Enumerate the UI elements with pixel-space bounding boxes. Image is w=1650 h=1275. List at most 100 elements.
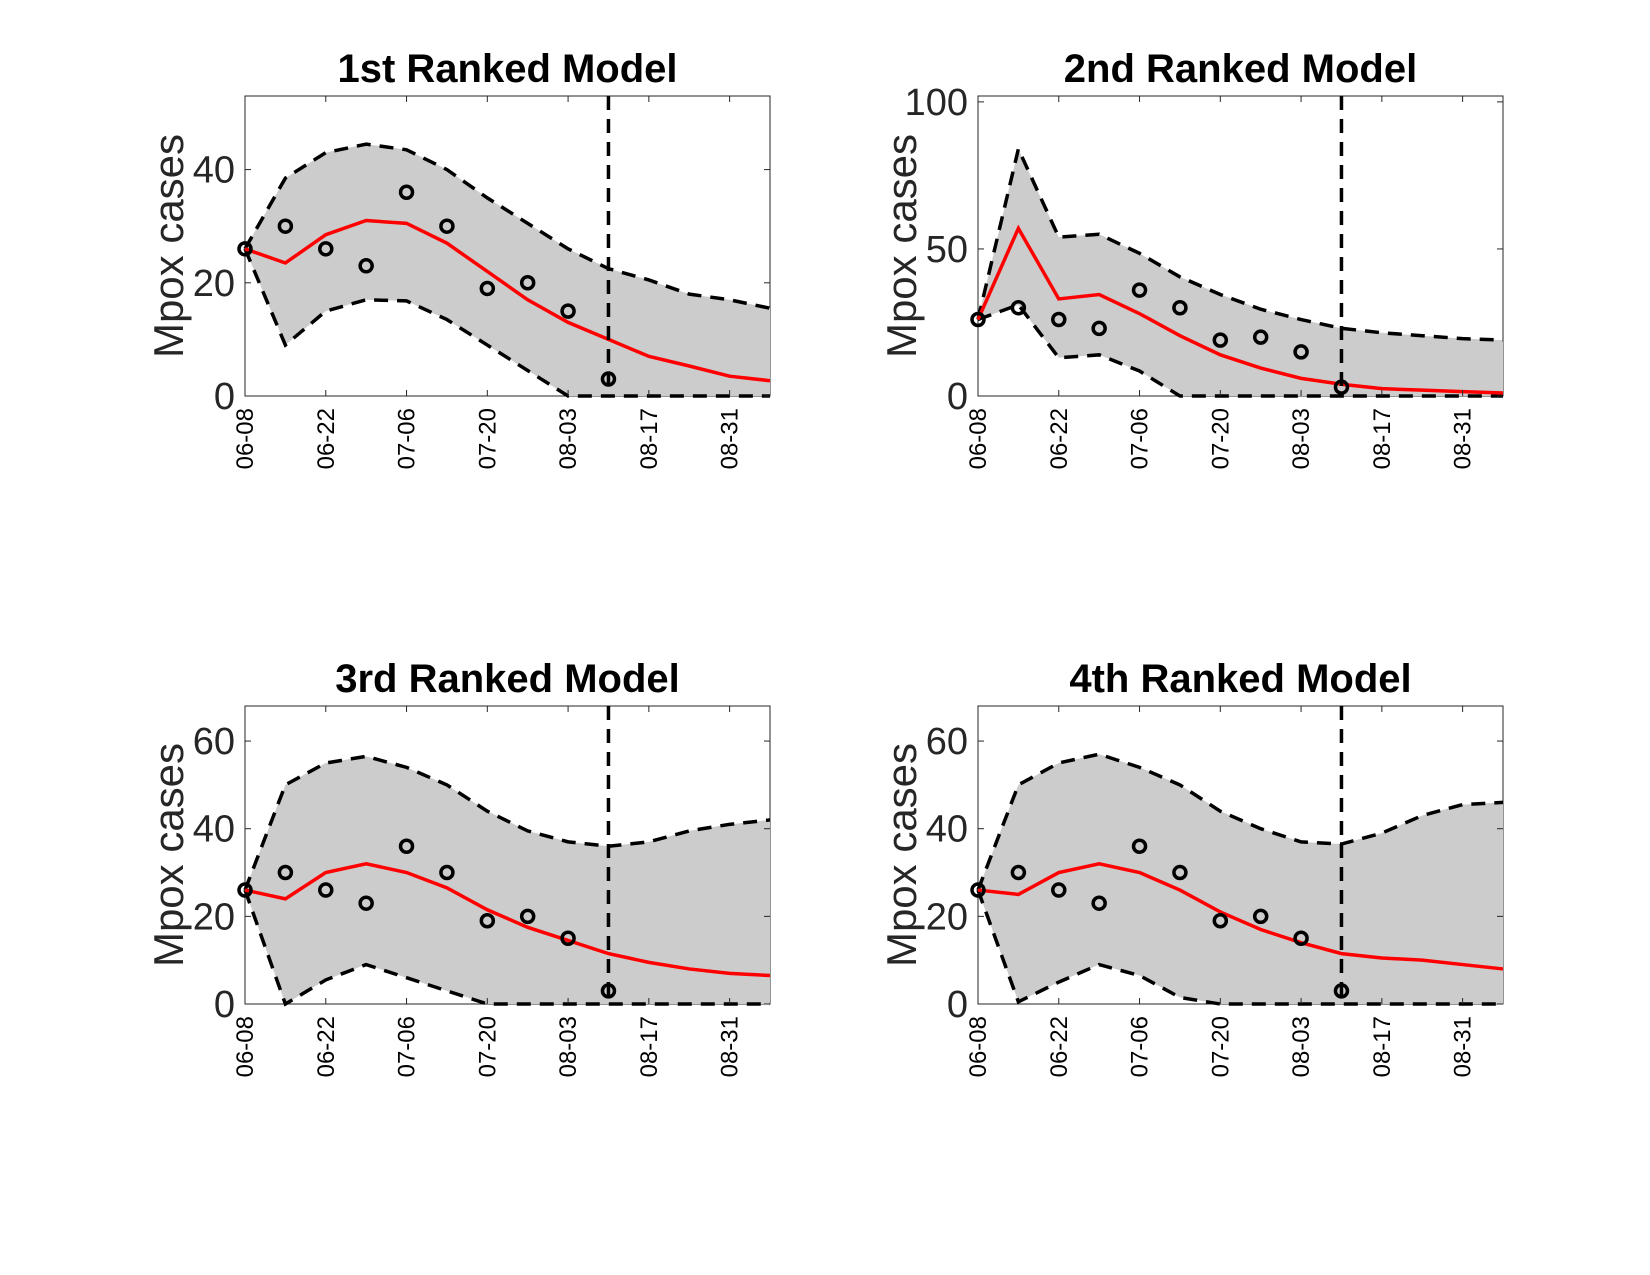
prediction-interval-band bbox=[245, 144, 770, 396]
x-tick-label: 08-03 bbox=[555, 1016, 582, 1077]
lower-bound-line bbox=[976, 889, 1503, 1006]
observed-point bbox=[1293, 344, 1309, 360]
observed-point bbox=[318, 241, 334, 257]
x-tick-label: 08-17 bbox=[636, 1016, 663, 1077]
observed-point bbox=[1172, 864, 1188, 881]
observed-point bbox=[1051, 311, 1067, 328]
chart-panel-2: 0 50 100 06-08 06-22 07-06 07-20 08-03 08-17 08-3… bbox=[878, 47, 1504, 469]
x-tick-label: 07-06 bbox=[394, 1016, 421, 1077]
chart-panel-3: 0 20 40 60 06-08 06-22 07-06 07-20 08-03 08-17 08-… bbox=[145, 657, 771, 1077]
observed-point bbox=[1212, 912, 1229, 929]
prediction-interval-band bbox=[245, 756, 770, 1004]
y-tick-label: 100 bbox=[905, 82, 968, 124]
observed-point bbox=[1333, 379, 1350, 395]
lower-bound-line bbox=[243, 889, 770, 1007]
x-tick-label: 07-20 bbox=[474, 1016, 501, 1077]
observed-point bbox=[237, 882, 253, 898]
chart-title: 3rd Ranked Model bbox=[335, 657, 680, 701]
x-tick-label: 08-31 bbox=[717, 408, 744, 469]
observed-point bbox=[970, 311, 986, 328]
y-axis-label: Mpox cases bbox=[145, 134, 192, 358]
observed-point bbox=[970, 882, 986, 898]
prediction-interval-band bbox=[978, 148, 1503, 396]
y-tick-label: 20 bbox=[193, 896, 235, 938]
observed-point bbox=[358, 895, 374, 911]
upper-bound-line bbox=[243, 142, 771, 310]
chart-title: 1st Ranked Model bbox=[337, 47, 677, 91]
chart-panel-1: 0 20 40 06-08 06-22 07-06 07-20 08-03 08-17 08-31… bbox=[145, 47, 771, 469]
x-tick-label: 07-20 bbox=[1207, 1016, 1234, 1077]
y-tick-label: 50 bbox=[926, 229, 968, 271]
y-tick-label: 40 bbox=[193, 150, 235, 192]
y-tick-label: 0 bbox=[947, 984, 968, 1026]
x-tick-label: 06-22 bbox=[1046, 408, 1073, 469]
observed-point bbox=[1172, 300, 1188, 316]
observed-point bbox=[277, 218, 294, 234]
y-tick-label: 20 bbox=[193, 263, 235, 305]
lower-bound-line bbox=[977, 302, 1503, 398]
observed-point bbox=[439, 218, 455, 234]
observed-point bbox=[600, 983, 617, 999]
y-tick-label: 0 bbox=[214, 984, 235, 1026]
lower-bound-line bbox=[243, 248, 770, 398]
observed-point bbox=[560, 930, 576, 947]
x-tick-label: 08-31 bbox=[1450, 408, 1477, 469]
x-tick-label: 08-03 bbox=[555, 408, 582, 469]
observed-point bbox=[1252, 908, 1269, 925]
observed-point bbox=[1212, 332, 1229, 348]
median-fit-line bbox=[976, 224, 1504, 395]
x-tick-label: 06-08 bbox=[965, 1016, 992, 1077]
y-tick-label: 0 bbox=[214, 376, 235, 418]
observed-point bbox=[439, 864, 455, 881]
x-tick-label: 08-31 bbox=[717, 1016, 744, 1077]
x-tick-label: 06-22 bbox=[313, 408, 340, 469]
x-tick-label: 07-20 bbox=[474, 408, 501, 469]
observed-point bbox=[1010, 864, 1027, 881]
x-tick-label: 08-17 bbox=[1369, 408, 1396, 469]
observed-point bbox=[358, 258, 374, 274]
observed-point bbox=[398, 838, 415, 854]
observed-point bbox=[277, 864, 294, 881]
x-tick-label: 08-17 bbox=[636, 408, 663, 469]
observed-point bbox=[237, 241, 253, 257]
y-tick-label: 40 bbox=[193, 809, 235, 851]
x-tick-label: 06-08 bbox=[232, 1016, 259, 1077]
observed-point bbox=[1131, 838, 1148, 854]
y-tick-label: 60 bbox=[193, 721, 235, 763]
x-tick-label: 06-22 bbox=[313, 1016, 340, 1077]
x-tick-label: 08-03 bbox=[1288, 408, 1315, 469]
x-tick-label: 07-06 bbox=[1127, 1016, 1154, 1077]
median-fit-line bbox=[977, 861, 1504, 971]
observed-point bbox=[398, 184, 415, 200]
observed-point bbox=[1252, 329, 1269, 345]
x-tick-label: 07-06 bbox=[1127, 408, 1154, 469]
y-tick-label: 20 bbox=[926, 896, 968, 938]
observed-point bbox=[560, 303, 576, 319]
x-tick-label: 08-17 bbox=[1369, 1016, 1396, 1077]
x-tick-label: 06-08 bbox=[232, 408, 259, 469]
chart-title: 2nd Ranked Model bbox=[1064, 47, 1417, 91]
x-tick-label: 06-08 bbox=[965, 408, 992, 469]
median-fit-line bbox=[244, 861, 771, 978]
observed-point bbox=[1010, 300, 1027, 316]
y-tick-label: 40 bbox=[926, 809, 968, 851]
upper-bound-line bbox=[976, 143, 1504, 342]
observed-point bbox=[318, 882, 334, 898]
x-tick-label: 08-31 bbox=[1450, 1016, 1477, 1077]
observed-point bbox=[479, 912, 496, 929]
chart-panel-4: 0 20 40 60 06-08 06-22 07-06 07-20 08-03 08-17 08-… bbox=[878, 657, 1504, 1077]
upper-bound-line bbox=[976, 752, 1504, 891]
y-axis-label: Mpox cases bbox=[878, 134, 925, 358]
chart-title: 4th Ranked Model bbox=[1069, 657, 1411, 701]
observed-point bbox=[479, 280, 496, 297]
y-axis-label: Mpox cases bbox=[145, 743, 192, 967]
observed-point bbox=[1091, 320, 1107, 337]
x-tick-label: 07-20 bbox=[1207, 408, 1234, 469]
median-fit-line bbox=[244, 218, 771, 383]
x-tick-label: 08-03 bbox=[1288, 1016, 1315, 1077]
observed-point bbox=[1333, 983, 1350, 999]
y-axis-label: Mpox cases bbox=[878, 743, 925, 967]
y-tick-label: 0 bbox=[947, 376, 968, 418]
x-tick-label: 06-22 bbox=[1046, 1016, 1073, 1077]
